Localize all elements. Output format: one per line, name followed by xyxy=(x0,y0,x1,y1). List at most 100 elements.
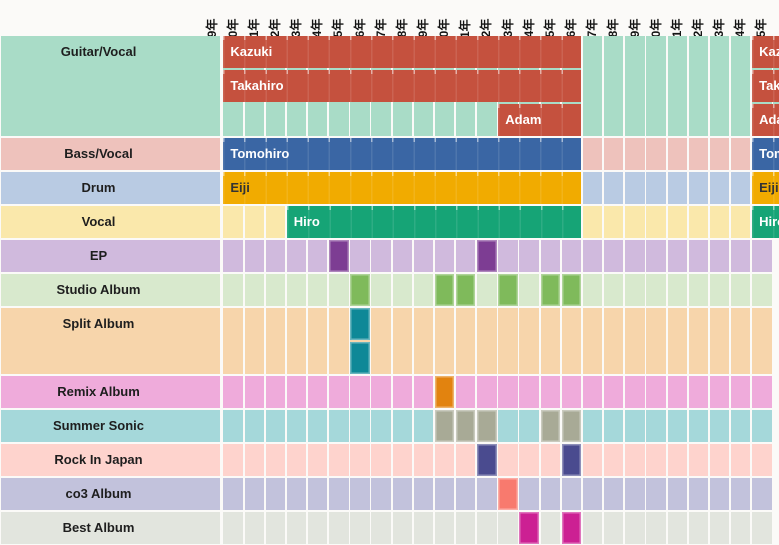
year-cell xyxy=(667,274,687,306)
year-cell xyxy=(688,36,709,136)
year-cell xyxy=(709,478,730,510)
release-cell-studio-album-14 xyxy=(540,274,561,306)
year-cell xyxy=(519,240,539,272)
year-cell xyxy=(498,512,518,544)
year-cell xyxy=(265,376,286,408)
year-cell xyxy=(561,376,582,408)
year-cell xyxy=(413,376,434,408)
year-cell xyxy=(667,308,687,374)
year-cell xyxy=(752,410,772,442)
member-bar-label-adam: Adam xyxy=(505,112,542,128)
year-cell xyxy=(561,308,582,374)
year-cell xyxy=(329,376,349,408)
year-cell xyxy=(688,206,709,238)
year-cell xyxy=(667,410,687,442)
year-cell xyxy=(350,478,370,510)
year-cell xyxy=(709,512,730,544)
row-label-block-vocal: Vocal xyxy=(1,206,220,238)
year-cell xyxy=(709,376,730,408)
year-cell xyxy=(519,410,539,442)
year-cell xyxy=(604,36,624,136)
year-cell xyxy=(477,478,497,510)
year-cell xyxy=(667,478,687,510)
year-cell xyxy=(752,512,772,544)
year-cell xyxy=(307,274,328,306)
year-cell xyxy=(646,410,666,442)
row-label-block-guitar-vocal: Guitar/Vocal xyxy=(1,36,220,136)
year-cell xyxy=(582,240,603,272)
year-cell xyxy=(667,138,687,170)
release-cell-summer-sonic-14 xyxy=(540,410,561,442)
row-label-split-album: Split Album xyxy=(62,316,135,332)
year-cell xyxy=(223,206,243,238)
year-cell xyxy=(498,240,518,272)
year-cell xyxy=(730,478,751,510)
year-cell xyxy=(456,240,476,272)
year-cell xyxy=(265,206,286,238)
year-cell xyxy=(413,308,434,374)
year-cell xyxy=(456,444,476,476)
row-label-block-best-album: Best Album xyxy=(1,512,220,544)
year-cell xyxy=(223,444,243,476)
year-cell xyxy=(582,172,603,204)
member-bar-label-kazuki: Kazuki xyxy=(230,44,273,60)
year-cell xyxy=(688,274,709,306)
year-cell xyxy=(752,274,772,306)
year-cell xyxy=(646,376,666,408)
year-cell xyxy=(688,478,709,510)
year-cell xyxy=(307,240,328,272)
release-cell-summer-sonic-09 xyxy=(434,410,455,442)
year-cell xyxy=(413,444,434,476)
year-cell xyxy=(604,308,624,374)
year-cell xyxy=(244,512,264,544)
year-cell xyxy=(667,444,687,476)
year-cell xyxy=(625,376,645,408)
release-cell-rock-in-japan-15 xyxy=(561,444,582,476)
year-cell xyxy=(688,512,709,544)
year-cell xyxy=(604,410,624,442)
year-cell xyxy=(625,478,645,510)
year-cell xyxy=(646,138,666,170)
year-cell xyxy=(413,410,434,442)
year-cell xyxy=(519,444,539,476)
member-bar-label-hiro: Hiro xyxy=(293,214,320,230)
year-cell xyxy=(456,478,476,510)
year-cell xyxy=(329,444,349,476)
year-cell xyxy=(604,512,624,544)
year-cell xyxy=(730,512,751,544)
year-cell xyxy=(223,240,243,272)
release-cell-studio-album-09 xyxy=(434,274,455,306)
year-cell xyxy=(752,376,772,408)
member-bar-hiro: Hiro xyxy=(752,206,779,238)
year-cell xyxy=(646,478,666,510)
year-cell xyxy=(244,376,264,408)
year-cell xyxy=(646,444,666,476)
year-cell xyxy=(434,512,455,544)
year-cell xyxy=(540,444,561,476)
year-cell xyxy=(456,512,476,544)
member-bar-label-eiji: Eiji xyxy=(230,180,250,196)
release-cell-studio-album-05 xyxy=(350,274,370,306)
year-cell xyxy=(286,444,307,476)
release-cell-ep-11 xyxy=(477,240,497,272)
year-cell xyxy=(519,478,539,510)
year-cell xyxy=(244,206,264,238)
year-cell xyxy=(752,308,772,374)
year-cell xyxy=(604,172,624,204)
member-bar-label-kazuki: Kazuki xyxy=(759,44,779,60)
year-cell xyxy=(392,444,412,476)
year-cell xyxy=(730,172,751,204)
year-cell xyxy=(244,274,264,306)
year-cell xyxy=(350,240,370,272)
year-cell xyxy=(371,240,391,272)
year-cell xyxy=(730,36,751,136)
row-label-guitar-vocal: Guitar/Vocal xyxy=(60,44,137,60)
year-cell xyxy=(646,240,666,272)
year-cell xyxy=(498,376,518,408)
year-cell xyxy=(688,376,709,408)
year-cell xyxy=(223,478,243,510)
year-cell xyxy=(434,478,455,510)
year-cell xyxy=(307,512,328,544)
year-cell xyxy=(625,512,645,544)
member-bar-kazuki: Kazuki xyxy=(223,36,582,68)
